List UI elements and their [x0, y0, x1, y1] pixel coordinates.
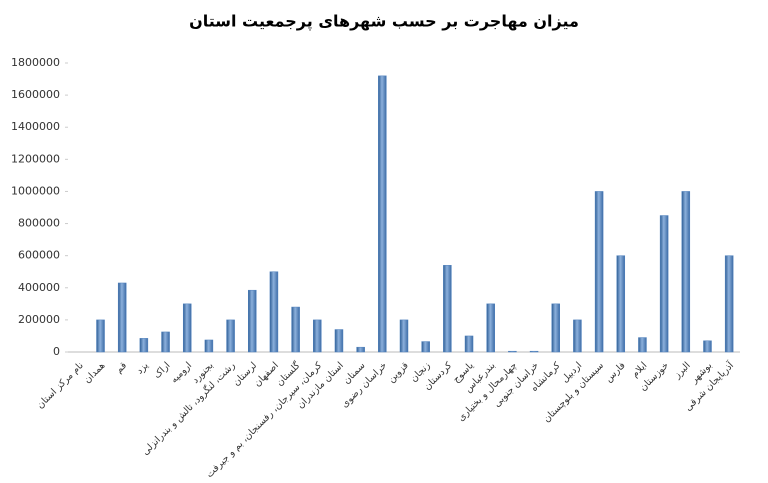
x-tick-label: قزوین: [386, 360, 411, 385]
y-tick-label: 800000: [18, 217, 60, 230]
y-tick-label: 1600000: [11, 88, 60, 101]
bar: [681, 191, 691, 353]
bar: [464, 335, 474, 353]
y-tick-label: 400000: [18, 281, 60, 294]
bar: [248, 289, 257, 353]
y-tick-label: 1200000: [11, 152, 60, 165]
bar: [313, 319, 322, 353]
bar: [551, 303, 560, 353]
bar: [638, 337, 647, 353]
bar: [161, 331, 170, 353]
bar: [486, 303, 495, 353]
y-tick-label: 1000000: [11, 184, 60, 197]
x-tick-label: اصفهان: [252, 360, 281, 389]
x-tick-label: ارومیه: [169, 360, 194, 385]
bar: [226, 319, 235, 353]
bar: [443, 265, 452, 353]
y-tick-label: 600000: [18, 249, 60, 262]
bar: [356, 346, 365, 353]
bar: [703, 340, 712, 353]
bar: [378, 75, 387, 353]
bar: [616, 255, 626, 353]
bar: [421, 341, 430, 353]
bar: [399, 319, 409, 353]
bar: [96, 319, 105, 353]
x-tick-label: یزد: [134, 360, 151, 377]
y-tick-label: 200000: [18, 313, 60, 326]
x-tick-label: قم: [114, 360, 129, 375]
y-tick-label: 0: [53, 345, 60, 358]
bar: [269, 271, 279, 353]
bar: [529, 350, 539, 353]
y-tick-label: 1800000: [11, 56, 60, 69]
bar: [117, 282, 127, 353]
bar: [594, 191, 604, 353]
x-tick-label: فارس: [603, 360, 627, 384]
chart-title: میزان مهاجرت بر حسب شهرهای پرجمعیت استان: [189, 12, 579, 32]
bar: [508, 350, 517, 353]
bar: [182, 303, 192, 353]
bar: [724, 255, 734, 353]
bar: [573, 319, 582, 353]
bar: [139, 338, 149, 353]
x-tick-label: همدان: [82, 360, 108, 386]
bar: [291, 306, 300, 353]
y-tick-label: 1400000: [11, 120, 60, 133]
x-tick-label: نام مرکز استان: [35, 360, 86, 411]
bar: [659, 215, 669, 353]
bar: [334, 329, 344, 353]
bar: [204, 339, 214, 353]
